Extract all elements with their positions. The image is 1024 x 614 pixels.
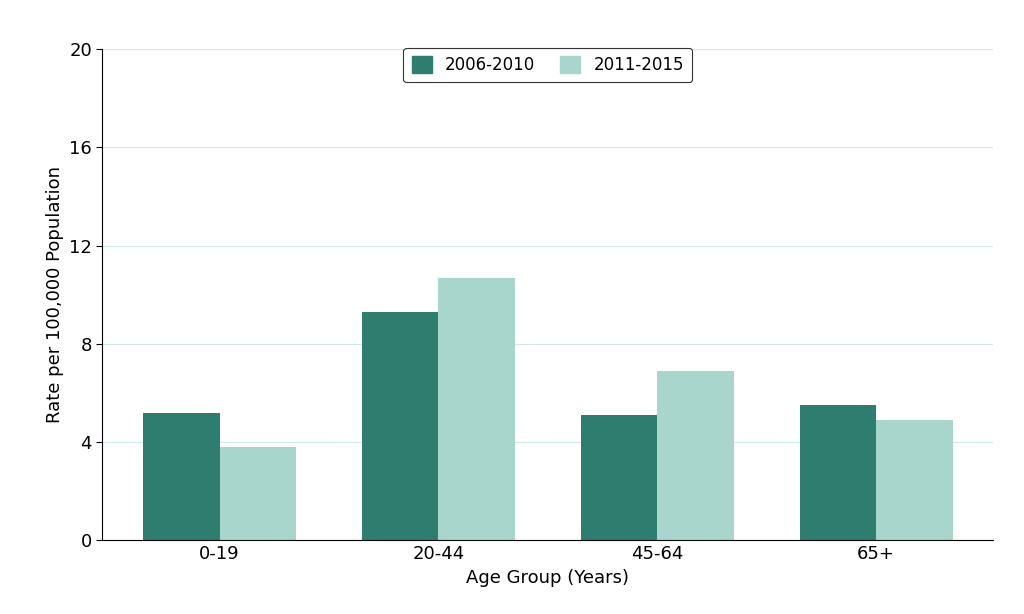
X-axis label: Age Group (Years): Age Group (Years) bbox=[466, 569, 630, 587]
Bar bbox=[219, 447, 296, 540]
Legend: 2006-2010, 2011-2015: 2006-2010, 2011-2015 bbox=[403, 48, 692, 82]
Bar bbox=[657, 371, 734, 540]
Y-axis label: Rate per 100,000 Population: Rate per 100,000 Population bbox=[45, 166, 63, 423]
Bar bbox=[361, 312, 438, 540]
Bar bbox=[877, 420, 952, 540]
Bar bbox=[143, 413, 219, 540]
Bar bbox=[438, 278, 515, 540]
Bar bbox=[800, 405, 877, 540]
Bar bbox=[581, 415, 657, 540]
